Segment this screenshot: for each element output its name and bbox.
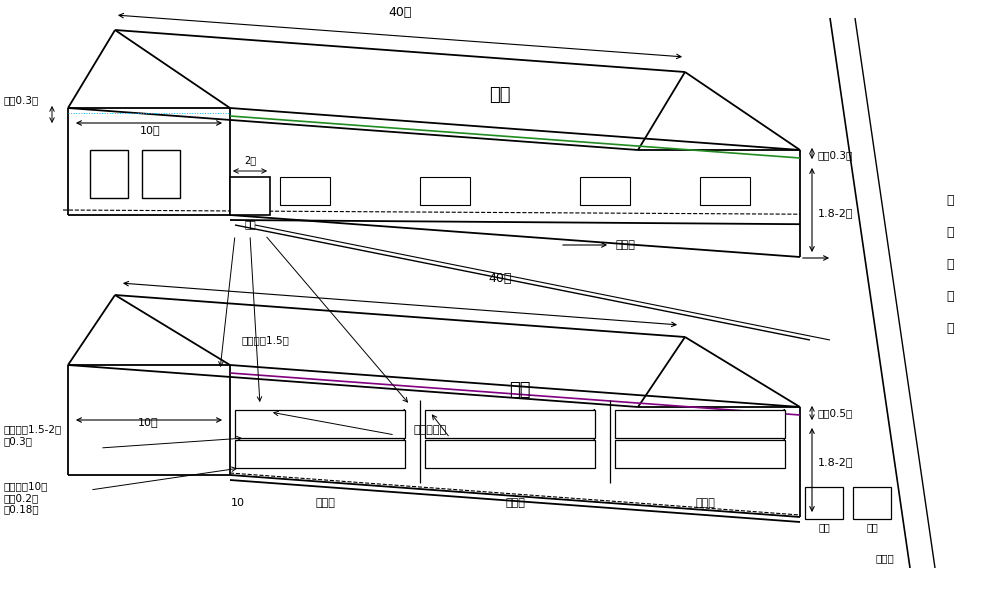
Text: 水: 水 [946,289,954,303]
Text: 鸭: 鸭 [946,194,954,207]
Text: 2米: 2米 [244,155,256,165]
Text: 运动场: 运动场 [315,498,335,508]
Text: 运动场: 运动场 [695,498,715,508]
Text: 运动场: 运动场 [505,498,525,508]
Text: 40米: 40米 [388,5,412,18]
Bar [280,177,330,205]
Text: 水槽：长10米
内宽0.2米
高0.18米: 水槽：长10米 内宽0.2米 高0.18米 [3,481,47,514]
Text: 主棚: 主棚 [489,86,511,104]
Text: 1.8-2米: 1.8-2米 [818,208,854,218]
Bar [90,150,128,198]
Text: 排: 排 [946,258,954,271]
Text: 屋檐0.3米: 屋檐0.3米 [3,95,38,105]
Bar [700,177,750,205]
Bar [142,150,180,198]
Text: 进口: 进口 [818,522,830,532]
Text: 10米: 10米 [140,125,161,135]
Bar [615,410,785,438]
Text: 场: 场 [946,226,954,239]
Text: 沟: 沟 [946,321,954,334]
Text: 屋檐0.3米: 屋檐0.3米 [818,150,853,160]
Text: 屋檐0.5米: 屋檐0.5米 [818,408,853,418]
Bar [235,410,405,438]
Bar [615,440,785,468]
Bar [853,487,891,519]
Bar [580,177,630,205]
Bar [425,410,595,438]
Text: 排水沟: 排水沟 [615,240,635,250]
Text: 次棚: 次棚 [509,381,531,399]
Text: 10: 10 [231,498,245,508]
Text: 1.8-2米: 1.8-2米 [818,457,854,467]
Text: 栏舍间距1.5米: 栏舍间距1.5米 [242,335,290,345]
Bar [420,177,470,205]
Bar [235,440,405,468]
Bar [230,177,270,215]
Text: 栏门: 栏门 [244,219,256,229]
Text: 沉淀池: 沉淀池 [876,553,894,563]
Bar [425,440,595,468]
Text: 10米: 10米 [138,417,158,427]
Text: 地沟：宽1.5-2米
深0.3米: 地沟：宽1.5-2米 深0.3米 [3,424,61,446]
Text: 饮水槽挡板: 饮水槽挡板 [413,425,447,435]
Bar [805,487,843,519]
Text: 40米: 40米 [488,272,512,285]
Text: 出口: 出口 [866,522,878,532]
